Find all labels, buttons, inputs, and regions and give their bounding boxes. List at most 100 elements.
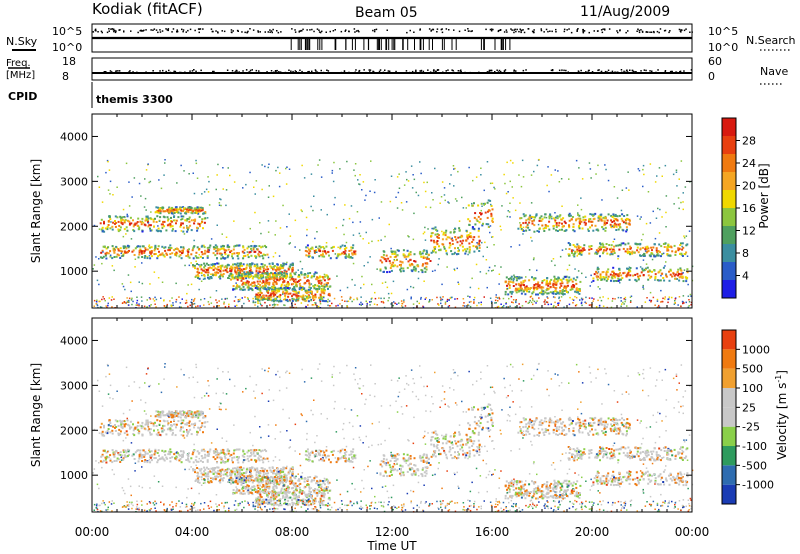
- scatter-point: [261, 188, 263, 191]
- scatter-point: [308, 286, 311, 289]
- scatter-point: [194, 267, 196, 270]
- scatter-point: [206, 459, 209, 462]
- scatter-point: [276, 299, 279, 302]
- scatter-point: [590, 248, 593, 250]
- scatter-point: [370, 300, 372, 303]
- scatter-point: [538, 284, 541, 287]
- scatter-point: [398, 173, 400, 175]
- scatter-point: [465, 229, 468, 232]
- scatter-point: [148, 450, 151, 453]
- scatter-point: [381, 261, 384, 264]
- scatter-point: [133, 177, 136, 179]
- scatter-point: [157, 227, 160, 230]
- scatter-point: [430, 232, 433, 235]
- scatter-point: [154, 211, 157, 214]
- nave-point: [355, 69, 357, 71]
- scatter-point: [311, 304, 314, 306]
- nsearch-point: [348, 30, 350, 32]
- scatter-point: [156, 230, 159, 233]
- scatter-point: [436, 296, 438, 299]
- scatter-point: [155, 221, 158, 223]
- nsearch-point: [318, 31, 321, 33]
- scatter-point: [576, 250, 579, 253]
- scatter-point: [237, 257, 240, 260]
- y-tick-label: 3000: [60, 175, 88, 188]
- scatter-point: [459, 236, 461, 238]
- scatter-point: [320, 176, 323, 178]
- scatter-point: [562, 289, 564, 291]
- scatter-point: [466, 237, 469, 240]
- scatter-point: [325, 284, 328, 287]
- scatter-point: [435, 241, 438, 244]
- scatter-point: [512, 299, 515, 301]
- scatter-point: [661, 216, 663, 218]
- scatter-point: [511, 290, 514, 293]
- scatter-point: [682, 208, 684, 211]
- scatter-point: [612, 224, 615, 227]
- scatter-point: [477, 287, 480, 290]
- scatter-point: [684, 276, 687, 279]
- scatter-point: [216, 301, 218, 304]
- scatter-point: [391, 250, 394, 253]
- nsearch-point: [280, 31, 282, 33]
- scatter-point: [138, 304, 140, 307]
- nsearch-point: [467, 28, 469, 30]
- scatter-point: [274, 252, 277, 254]
- scatter-point: [568, 248, 571, 250]
- scatter-point: [286, 282, 289, 285]
- nsearch-point: [681, 29, 683, 31]
- scatter-point: [323, 292, 326, 295]
- scatter-point: [268, 281, 271, 284]
- scatter-point: [284, 296, 287, 298]
- scatter-point: [429, 260, 432, 262]
- scatter-point: [166, 303, 168, 306]
- scatter-point: [528, 218, 531, 221]
- scatter-point: [224, 265, 227, 268]
- scatter-point: [675, 169, 678, 171]
- scatter-point: [149, 180, 152, 183]
- scatter-point: [279, 275, 282, 278]
- scatter-point: [440, 196, 443, 198]
- scatter-point: [478, 245, 481, 247]
- scatter-point: [598, 246, 601, 248]
- scatter-point: [448, 305, 451, 307]
- scatter-point: [606, 252, 609, 255]
- scatter-point: [252, 240, 254, 243]
- scatter-point: [610, 276, 613, 279]
- scatter-point: [618, 248, 621, 251]
- scatter-point: [137, 460, 140, 463]
- scatter-point: [351, 246, 354, 249]
- scatter-point: [249, 263, 251, 266]
- scatter-point: [342, 224, 344, 227]
- scatter-point: [214, 271, 217, 274]
- scatter-point: [607, 297, 609, 300]
- scatter-point: [287, 283, 290, 286]
- nsearch-point: [244, 31, 246, 34]
- scatter-point: [280, 273, 283, 276]
- scatter-point: [123, 449, 126, 452]
- scatter-point: [388, 260, 391, 263]
- nsearch-point: [353, 28, 356, 30]
- scatter-point: [592, 277, 595, 280]
- nsearch-point: [321, 30, 323, 33]
- scatter-point: [480, 167, 482, 169]
- scatter-point: [203, 246, 206, 249]
- scatter-point: [422, 257, 425, 259]
- scatter-point: [173, 212, 176, 214]
- nave-point: [585, 71, 587, 73]
- scatter-point: [558, 221, 561, 224]
- scatter-point: [359, 183, 361, 186]
- scatter-point: [558, 228, 561, 231]
- scatter-point: [422, 263, 424, 266]
- scatter-point: [212, 246, 215, 249]
- scatter-point: [159, 457, 162, 460]
- nave-point: [278, 71, 280, 73]
- scatter-point: [632, 274, 635, 277]
- scatter-point: [201, 193, 203, 195]
- scatter-point: [260, 297, 263, 300]
- scatter-point: [535, 293, 537, 296]
- scatter-point: [516, 288, 519, 291]
- scatter-point: [223, 251, 226, 254]
- scatter-point: [339, 168, 341, 170]
- power-colorbar-label: Power [dB]: [757, 163, 771, 228]
